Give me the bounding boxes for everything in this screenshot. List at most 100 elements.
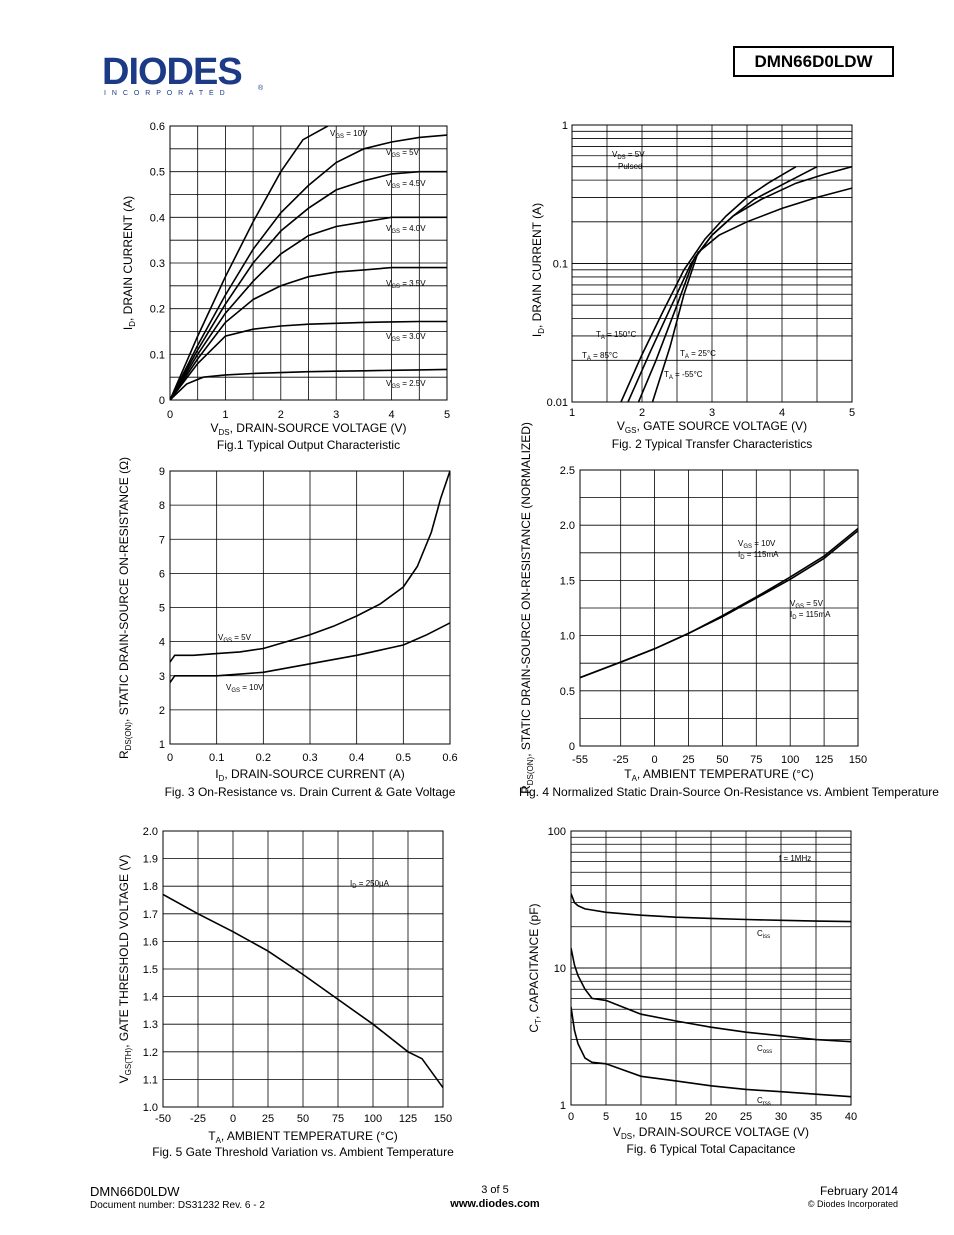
y-tick-label: 1.5 [560,575,575,587]
x-axis-label: TA, AMBIENT TEMPERATURE (°C) [624,767,814,783]
x-tick-label: 10 [635,1111,647,1123]
x-tick-label: -50 [155,1113,171,1125]
legend-text: f = 1MHz [779,854,811,863]
footer-part-number: DMN66D0LDW [90,1184,180,1199]
y-tick-label: 10 [554,963,566,975]
svg-text:®: ® [258,84,264,92]
y-axis-label: RDS(ON), STATIC DRAIN-SOURCE ON-RESISTAN… [519,422,535,794]
x-tick-label: 125 [815,754,833,766]
x-tick-label: 15 [670,1111,682,1123]
x-tick-label: -25 [613,754,629,766]
figure-caption: Fig. 5 Gate Threshold Variation vs. Ambi… [152,1145,454,1159]
series-line-1 [580,527,858,679]
x-axis-label: TA, AMBIENT TEMPERATURE (°C) [208,1129,398,1145]
y-tick-label: 1.1 [143,1074,158,1086]
y-tick-label: 2 [159,705,165,717]
x-tick-label: 0.3 [302,752,317,764]
x-axis-label: VDS, DRAIN-SOURCE VOLTAGE (V) [210,421,406,437]
series-label: TA = 25°C [680,349,716,360]
y-tick-label: 2.0 [143,826,158,838]
x-tick-label: 75 [332,1113,344,1125]
chart-1: 0 1 2 3 4 5 0 0.1 0.2 0.3 0.4 0.5 0.6 Fig.1 Typical O… [150,121,450,452]
y-tick-label: 0.1 [553,259,568,271]
series-line-3 [571,1006,851,1098]
y-tick-label: 0.5 [560,686,575,698]
x-tick-label: 100 [364,1113,382,1125]
series-line-4 [170,216,447,400]
x-tick-label: 35 [810,1111,822,1123]
series-label: VGS = 2.5V [386,379,426,390]
y-tick-label: 1 [562,120,568,132]
x-tick-label: 100 [781,754,799,766]
x-tick-label: 3 [709,407,715,419]
y-tick-label: 2.5 [560,465,575,477]
chart-2: 1 2 3 4 5 0.01 0.1 1 Fig. 2 Typical Transfer Cha… [547,120,855,451]
series-line-6 [170,320,447,400]
svg-text:I N C O R P O R A T E D: I N C O R P O R A T E D [104,90,227,97]
series-label: ID = 115mA [738,550,779,561]
footer-website-link[interactable]: www.diodes.com [450,1198,540,1210]
series-label: VGS = 10V [330,129,368,140]
plot-frame [570,830,852,1106]
footer-document-number: Document number: DS31232 Rev. 6 - 2 [90,1200,265,1211]
y-tick-label: 1.9 [143,854,158,866]
figure-caption: Fig. 3 On-Resistance vs. Drain Current &… [165,785,456,799]
x-tick-label: 20 [705,1111,717,1123]
x-tick-label: 25 [740,1111,752,1123]
x-tick-label: 0.4 [349,752,364,764]
y-axis-label: ID, DRAIN CURRENT (A) [530,203,546,337]
y-tick-label: 1 [159,739,165,751]
y-tick-label: 1.3 [143,1019,158,1031]
x-tick-label: 1 [569,407,575,419]
y-tick-label: 1.7 [143,909,158,921]
y-tick-label: 9 [159,466,165,478]
part-number-box: DMN66D0LDW [733,46,894,77]
chart-3: 0 0.1 0.2 0.3 0.4 0.5 0.6 1 2 3 4 5 6 7 8 9 Fig. 3 On-Re… [159,466,458,799]
series-line-5 [170,266,447,400]
series-label: TA = 85°C [582,351,618,362]
x-tick-label: 4 [389,409,395,421]
series-label: Coss [757,1044,772,1055]
y-tick-label: 7 [159,534,165,546]
figure-caption: Fig. 6 Typical Total Capacitance [627,1142,796,1156]
chart-grid [570,830,852,1106]
figure-caption: Fig. 4 Normalized Static Drain-Source On… [519,785,939,799]
y-tick-label: 3 [159,671,165,683]
y-tick-label: 0 [569,741,575,753]
plot-frame [169,470,451,745]
chart-grid [571,124,853,403]
series-line-2 [170,134,447,400]
x-tick-label: 150 [434,1113,452,1125]
x-tick-label: -55 [572,754,588,766]
series-line-1 [170,126,329,400]
x-tick-label: 25 [682,754,694,766]
plot-frame [162,830,444,1108]
x-tick-label: 5 [849,407,855,419]
y-axis-label: ID, DRAIN CURRENT (A) [121,196,137,330]
series-label: VDS = 5V [612,150,645,161]
x-tick-label: 5 [603,1111,609,1123]
y-tick-label: 100 [548,826,566,838]
y-tick-label: 0.5 [150,167,165,179]
series-label: VGS = 10V [738,539,776,550]
x-tick-label: 0 [652,754,658,766]
series-line-7 [170,368,447,400]
series-line-3 [170,170,447,400]
x-tick-label: 0 [167,409,173,421]
series-line-2 [627,165,818,402]
x-tick-label: 5 [444,409,450,421]
y-axis-label: VGS(TH), GATE THRESHOLD VOLTAGE (V) [117,855,133,1084]
series-line-4 [651,187,852,402]
series-label: VGS = 5V [790,599,824,610]
plot-frame [169,125,448,401]
x-tick-label: 3 [333,409,339,421]
x-tick-label: 0.6 [442,752,457,764]
figure-caption: Fig.1 Typical Output Characteristic [217,438,400,452]
chart-grid [169,470,451,745]
series-label: VGS = 5V [218,633,252,644]
chart-grid [579,469,859,747]
x-tick-label: 0 [568,1111,574,1123]
x-tick-label: 1 [222,409,228,421]
diodes-logo: DIODES I N C O R P O R A T E D ® [102,51,264,97]
y-tick-label: 1.0 [560,631,575,643]
